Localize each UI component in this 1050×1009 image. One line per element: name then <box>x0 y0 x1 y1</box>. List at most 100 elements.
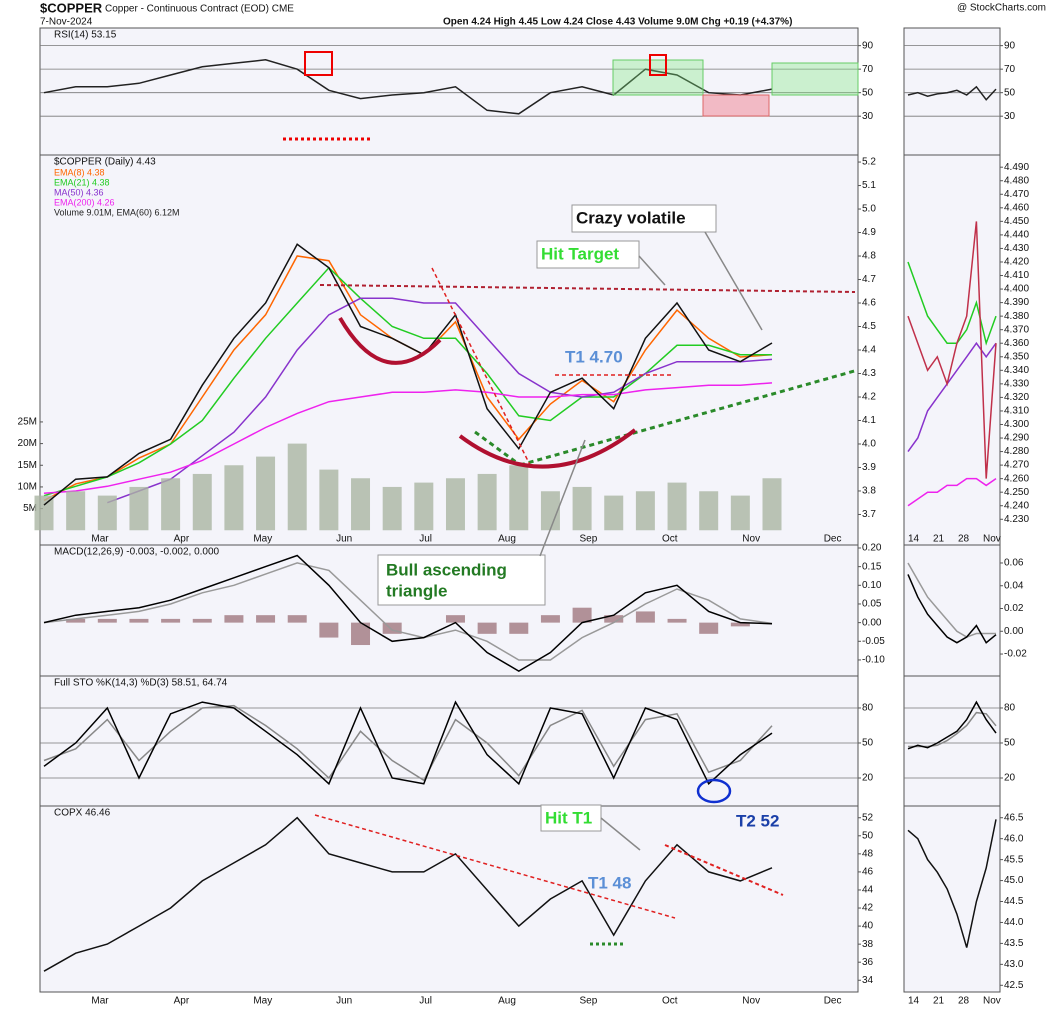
bar <box>319 622 339 638</box>
y-tick-label: 43.0 <box>1004 959 1024 970</box>
annotation: Hit Target <box>541 244 619 263</box>
bar <box>477 622 497 634</box>
bar <box>97 495 117 531</box>
panel-legend: COPX 46.46 <box>54 808 111 819</box>
series-line <box>43 562 773 661</box>
y-tick-label: 5.1 <box>862 180 876 191</box>
y-tick-label: 44.5 <box>1004 896 1024 907</box>
y-tick-label: 4.2 <box>862 392 876 403</box>
bar <box>730 495 750 531</box>
support-line <box>474 430 521 467</box>
y-tick-label: 44 <box>862 885 874 896</box>
y-tick-label: 40 <box>862 921 874 932</box>
x-tick-label: Apr <box>174 534 190 545</box>
callout-box <box>571 204 717 233</box>
y2-tick-label: 15M <box>18 460 37 471</box>
series-line <box>107 297 773 504</box>
y-tick-label: 4.280 <box>1004 446 1029 457</box>
bar <box>161 478 181 531</box>
y-tick-label: 0.06 <box>1004 558 1024 569</box>
bar <box>129 618 149 623</box>
bar <box>699 491 719 531</box>
bar <box>445 478 465 531</box>
y-tick-label: 4.7 <box>862 274 876 285</box>
x-tick-label: Aug <box>498 534 516 545</box>
y-tick-label: 4.6 <box>862 298 876 309</box>
quote: Open 4.24 High 4.45 Low 4.24 Close 4.43 … <box>443 17 792 28</box>
panel-frame <box>903 544 1001 677</box>
y-tick-label: 4.480 <box>1004 175 1029 186</box>
legend-entry: EMA(8) 4.38 <box>54 167 105 177</box>
series-line <box>907 221 997 479</box>
bar <box>382 486 402 531</box>
x-tick-label: Nov <box>742 534 760 545</box>
bar <box>477 473 497 531</box>
y-tick-label: 4.3 <box>862 368 876 379</box>
y-tick-label: 5.0 <box>862 204 876 215</box>
symbol: $COPPER <box>40 0 103 15</box>
y-tick-label: 4.5 <box>862 321 876 332</box>
y-tick-label: 4.460 <box>1004 202 1029 213</box>
bar <box>667 482 687 531</box>
panel-frame <box>903 154 1001 546</box>
y-tick-label: 4.0 <box>862 439 876 450</box>
y-tick-label: 34 <box>862 975 874 986</box>
y-tick-label: 4.9 <box>862 227 876 238</box>
panel-legend: $COPPER (Daily) 4.43 <box>54 157 156 168</box>
x-tick-label: Jul <box>419 996 432 1007</box>
y-tick-label: -0.02 <box>1004 649 1027 660</box>
y-tick-label: 4.230 <box>1004 514 1029 525</box>
bar <box>256 615 276 623</box>
x-tick-label: Oct <box>662 534 678 545</box>
callout-pointer <box>638 255 666 286</box>
x-tick-label: Sep <box>580 996 598 1007</box>
bar <box>224 615 244 623</box>
y-tick-label: 5.2 <box>862 157 876 168</box>
bar <box>287 443 307 531</box>
y-tick-label: 90 <box>1004 40 1016 51</box>
bar <box>635 491 655 531</box>
bar <box>34 495 54 531</box>
rsi-zone <box>702 94 770 117</box>
y-tick-label: 4.350 <box>1004 351 1029 362</box>
bar <box>445 615 465 623</box>
panel-frame <box>903 805 1001 993</box>
date: 7-Nov-2024 <box>40 17 93 28</box>
y-tick-label: 4.260 <box>1004 473 1029 484</box>
y-tick-label: 3.8 <box>862 486 876 497</box>
y-tick-label: 4.240 <box>1004 500 1029 511</box>
x-tick-label: Jun <box>336 534 352 545</box>
panel-frame <box>39 27 859 156</box>
y-tick-label: 4.410 <box>1004 270 1029 281</box>
y-tick-label: 4.250 <box>1004 487 1029 498</box>
y-tick-label: 48 <box>862 848 874 859</box>
bar <box>256 456 276 531</box>
bar <box>161 618 181 623</box>
trend-line <box>431 267 531 466</box>
x-tick-label: Dec <box>824 534 842 545</box>
y-tick-label: 38 <box>862 939 874 950</box>
y-tick-label: 52 <box>862 812 874 823</box>
y-tick-label: 46.0 <box>1004 833 1024 844</box>
y-tick-label: 0.00 <box>1004 626 1024 637</box>
y-tick-label: 44.0 <box>1004 917 1024 928</box>
x-tick-label: 21 <box>933 996 945 1007</box>
rsi-zone <box>771 62 859 96</box>
y-tick-label: 90 <box>862 40 874 51</box>
y-tick-label: 4.310 <box>1004 406 1029 417</box>
annotation: Bull ascending <box>386 560 507 579</box>
y-tick-label: 0.20 <box>862 543 882 554</box>
panel-frame <box>39 675 859 807</box>
bar <box>762 478 782 531</box>
y-tick-label: 0.00 <box>862 617 882 628</box>
x-tick-label: Nov <box>983 996 1001 1007</box>
y-tick-label: 80 <box>1004 703 1016 714</box>
y-tick-label: 45.0 <box>1004 875 1024 886</box>
source: @ StockCharts.com <box>957 3 1046 14</box>
y-tick-label: 4.330 <box>1004 378 1029 389</box>
y-tick-label: 45.5 <box>1004 854 1024 865</box>
y-tick-label: -0.10 <box>862 655 885 666</box>
x-tick-label: May <box>253 996 272 1007</box>
bar <box>224 465 244 531</box>
bar <box>129 486 149 531</box>
